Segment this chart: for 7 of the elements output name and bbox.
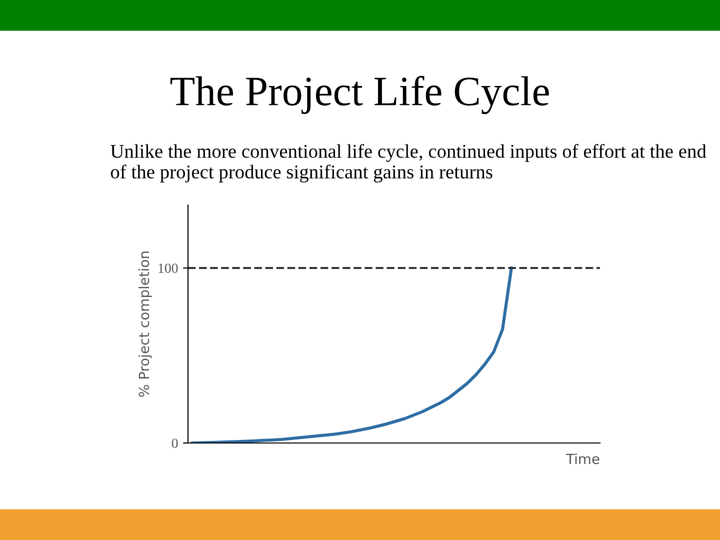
line-series: [190, 266, 513, 443]
y-axis-title: % Project completion: [138, 252, 152, 397]
chart-subtitle: Unlike the more conventional life cycle, continued inputs of effort at the end of the project produce significant gains in returns: [110, 144, 706, 183]
y-tick-label: 0: [172, 438, 178, 448]
y-tick-label: 100: [158, 264, 178, 273]
chart-title: The Project Life Cycle: [170, 76, 549, 114]
x-axis-title: Time: [566, 453, 600, 464]
